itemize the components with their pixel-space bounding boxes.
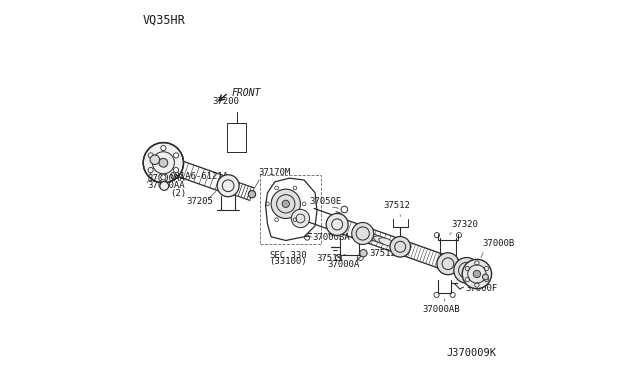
Circle shape: [160, 182, 169, 190]
Circle shape: [143, 142, 184, 183]
Circle shape: [159, 158, 168, 167]
Text: FRONT: FRONT: [231, 87, 260, 97]
Text: 37000F: 37000F: [465, 285, 497, 294]
Text: 37512: 37512: [383, 201, 410, 210]
Circle shape: [483, 274, 488, 280]
Text: 37000AB: 37000AB: [422, 305, 460, 314]
Text: J370009K: J370009K: [446, 348, 496, 358]
Circle shape: [173, 153, 179, 158]
Circle shape: [360, 250, 367, 257]
Text: VQ35HR: VQ35HR: [142, 14, 185, 27]
Circle shape: [248, 190, 255, 198]
Ellipse shape: [379, 238, 394, 246]
Text: 37205: 37205: [186, 197, 213, 206]
Text: (33100): (33100): [269, 257, 307, 266]
Circle shape: [282, 200, 289, 208]
Circle shape: [161, 145, 166, 151]
Circle shape: [462, 259, 492, 289]
Circle shape: [454, 257, 479, 283]
Text: 37050E: 37050E: [310, 197, 342, 206]
Text: (2): (2): [170, 189, 186, 198]
Text: 081A6-6121A: 081A6-6121A: [170, 171, 229, 180]
Text: 37000BA: 37000BA: [313, 233, 350, 242]
Circle shape: [352, 222, 374, 244]
Ellipse shape: [364, 232, 379, 241]
Text: 37170M: 37170M: [259, 168, 291, 177]
Circle shape: [161, 175, 166, 180]
Ellipse shape: [358, 231, 374, 239]
Text: 37000A: 37000A: [328, 260, 360, 269]
Text: 37512B: 37512B: [369, 248, 401, 258]
Circle shape: [473, 270, 481, 278]
Text: 37000B: 37000B: [483, 239, 515, 248]
Circle shape: [217, 175, 239, 197]
Circle shape: [150, 155, 159, 164]
Text: 37320: 37320: [452, 220, 479, 229]
Circle shape: [390, 237, 410, 257]
Circle shape: [148, 153, 153, 158]
Circle shape: [148, 167, 153, 173]
Circle shape: [437, 253, 459, 275]
Text: B: B: [163, 183, 166, 189]
Text: 37511: 37511: [316, 254, 343, 263]
Ellipse shape: [369, 234, 384, 243]
Text: 37200: 37200: [212, 97, 239, 106]
Polygon shape: [266, 178, 317, 240]
Circle shape: [271, 189, 300, 218]
Circle shape: [173, 167, 179, 173]
Text: 37000AA: 37000AA: [147, 181, 185, 190]
Text: SEC.330: SEC.330: [269, 251, 307, 260]
Circle shape: [291, 209, 310, 228]
Ellipse shape: [374, 236, 389, 244]
Text: 37000AA: 37000AA: [147, 174, 185, 183]
Circle shape: [326, 214, 348, 235]
